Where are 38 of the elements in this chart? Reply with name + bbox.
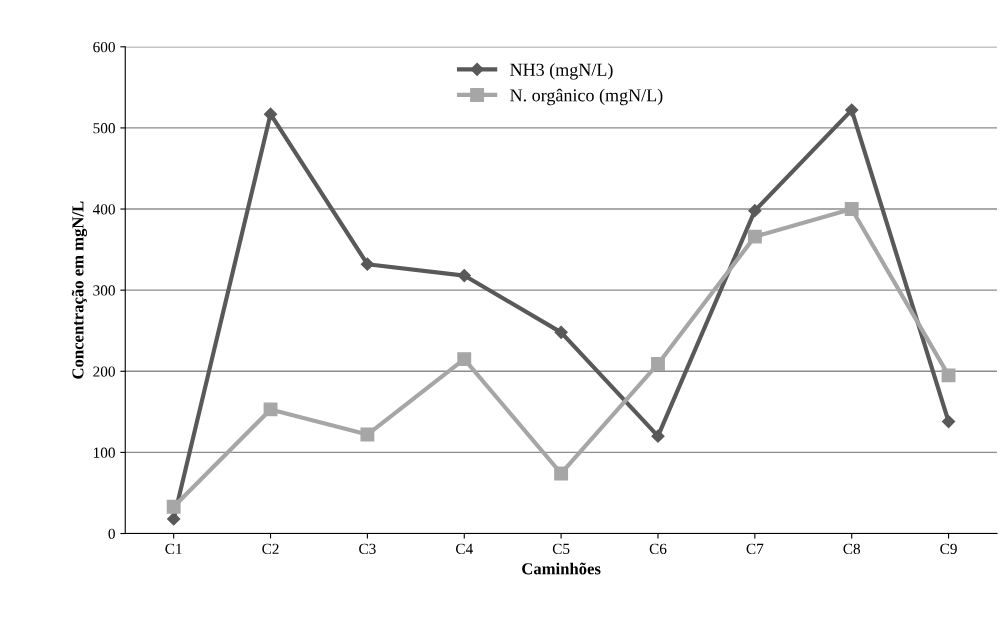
x-tick-label: C5 — [552, 543, 570, 554]
y-tick-label: 100 — [93, 447, 115, 458]
x-tick-label: C2 — [262, 543, 279, 554]
point — [845, 103, 859, 117]
point — [263, 402, 278, 417]
point — [263, 107, 278, 121]
point — [360, 427, 375, 442]
y-tick-label: 600 — [93, 41, 115, 53]
point — [844, 202, 859, 216]
y-tick-label: 200 — [93, 366, 115, 377]
point — [167, 512, 181, 526]
point — [651, 429, 665, 443]
x-tick-label: C3 — [359, 543, 376, 554]
point — [941, 368, 956, 383]
x-tick-label: C8 — [843, 543, 861, 554]
point — [651, 357, 665, 371]
point — [457, 352, 472, 367]
y-tick-label: 500 — [93, 123, 115, 134]
x-tick-label: C1 — [165, 543, 182, 554]
point — [941, 414, 956, 429]
x-tick-label: C7 — [746, 543, 764, 554]
legend-label: N. orgânico (mgN/L) — [510, 88, 663, 106]
y-tick-label: 0 — [108, 528, 115, 539]
y-tick-label: 400 — [92, 204, 115, 215]
point — [748, 204, 762, 218]
point — [360, 257, 374, 271]
point — [457, 268, 471, 283]
y-tick-label: 300 — [93, 285, 115, 296]
x-tick-label: C9 — [940, 543, 957, 554]
x-tick-label: C6 — [649, 543, 667, 554]
point — [554, 466, 569, 481]
y-axis-title: Concentração em mgN/L — [71, 201, 88, 379]
point — [554, 325, 568, 339]
point — [747, 229, 762, 244]
x-axis-title: Caminhões — [522, 562, 601, 575]
legend-label: NH3 (mgN/L) — [510, 63, 613, 80]
x-tick-label: C4 — [455, 543, 473, 554]
point — [166, 499, 181, 514]
